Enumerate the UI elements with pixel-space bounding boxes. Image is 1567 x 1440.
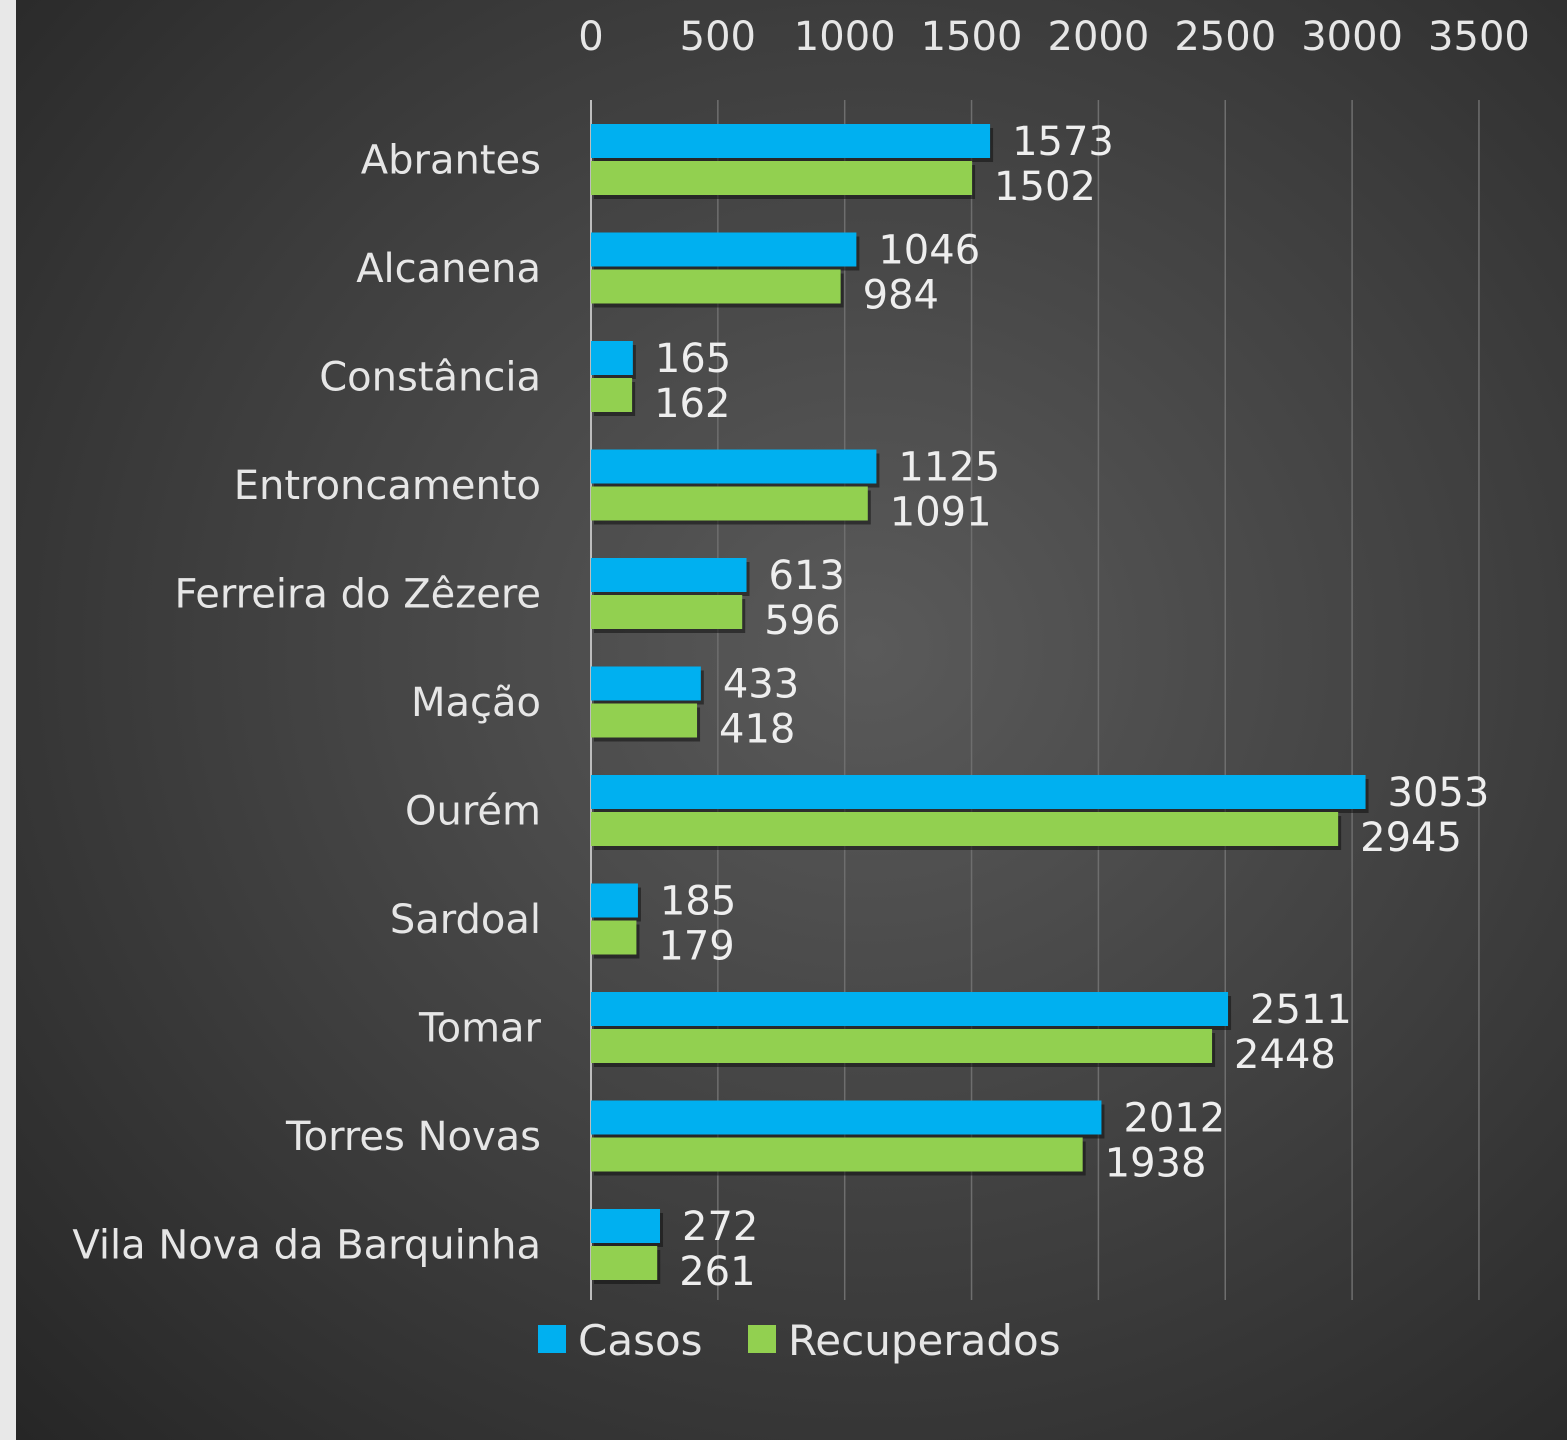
legend-label: Casos [578, 1316, 703, 1365]
category-label: Abrantes [361, 138, 541, 184]
x-tick-label: 0 [578, 14, 603, 60]
x-tick-label: 500 [680, 14, 756, 60]
data-label: 1573 [1012, 119, 1114, 165]
data-label: 418 [719, 707, 795, 753]
bar [591, 1100, 1102, 1135]
data-label: 3053 [1388, 770, 1490, 816]
x-tick-label: 3500 [1428, 14, 1530, 60]
legend-label: Recuperados [788, 1316, 1061, 1365]
legend-swatch [538, 1325, 566, 1353]
bar [591, 161, 973, 195]
data-label: 185 [660, 879, 736, 925]
data-label: 1125 [898, 445, 1000, 491]
bar [591, 486, 868, 521]
data-label: 1938 [1105, 1141, 1207, 1187]
category-label: Ourém [405, 789, 541, 835]
category-label: Alcanena [356, 246, 541, 292]
bars [591, 124, 1369, 1284]
data-label: 165 [655, 336, 731, 382]
x-axis-ticks: 0 500 1000 1500 2000 2500 3000 3500 [578, 14, 1530, 60]
data-label: 179 [658, 924, 734, 970]
x-tick-label: 2000 [1048, 14, 1150, 60]
bar [591, 1029, 1213, 1063]
bar [591, 1137, 1083, 1172]
bar [591, 269, 841, 304]
chart-panel: 0 500 1000 1500 2000 2500 3000 3500 Abrantes Alc… [16, 0, 1567, 1440]
bar [591, 449, 877, 484]
bar [591, 775, 1366, 809]
x-tick-label: 3000 [1301, 14, 1403, 60]
x-tick-label: 1500 [921, 14, 1023, 60]
category-label: Torres Novas [285, 1114, 541, 1160]
bar [591, 124, 991, 158]
bar [591, 341, 633, 375]
x-tick-label: 1000 [794, 14, 896, 60]
data-label: 2012 [1123, 1096, 1225, 1142]
bar [591, 1246, 658, 1280]
data-label: 433 [723, 662, 799, 708]
category-label: Constância [319, 355, 541, 401]
data-label: 2511 [1250, 987, 1352, 1033]
data-label: 613 [769, 553, 845, 599]
category-label: Vila Nova da Barquinha [72, 1223, 541, 1269]
data-label: 261 [679, 1249, 755, 1295]
bar [591, 666, 701, 701]
category-label: Tomar [418, 1006, 542, 1052]
legend-swatch [748, 1325, 776, 1353]
bar [591, 812, 1339, 846]
category-label: Mação [411, 680, 541, 726]
legend: Casos Recuperados [538, 1316, 1061, 1365]
data-label: 984 [863, 273, 939, 319]
data-label: 2448 [1234, 1032, 1336, 1078]
data-label: 1502 [994, 164, 1096, 210]
category-label: Ferreira do Zêzere [174, 572, 541, 618]
data-label: 2945 [1360, 815, 1462, 861]
data-label: 1091 [890, 490, 992, 536]
bar [591, 883, 638, 918]
bar [591, 703, 698, 738]
category-labels: Abrantes Alcanena Constância Entroncamento F… [72, 138, 541, 1269]
x-tick-label: 2500 [1174, 14, 1276, 60]
category-label: Entroncamento [234, 463, 541, 509]
data-label: 1046 [878, 228, 980, 274]
data-label: 596 [764, 598, 840, 644]
bar [591, 992, 1229, 1026]
bar [591, 595, 743, 629]
bar [591, 232, 857, 267]
bar-chart: 0 500 1000 1500 2000 2500 3000 3500 Abrantes Alc… [72, 14, 1530, 1365]
bar [591, 378, 633, 412]
data-label: 162 [654, 381, 730, 427]
category-label: Sardoal [390, 897, 541, 943]
bar [591, 558, 747, 592]
bar [591, 1209, 661, 1243]
bar [591, 920, 637, 955]
data-label: 272 [682, 1204, 758, 1250]
